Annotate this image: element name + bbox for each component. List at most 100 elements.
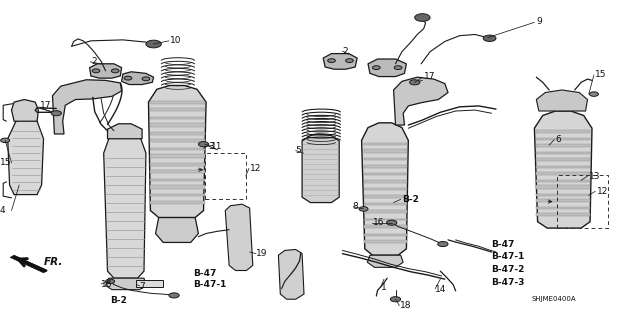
Text: 11: 11 xyxy=(211,142,223,151)
Text: B-47: B-47 xyxy=(492,240,515,249)
Text: 6: 6 xyxy=(556,135,561,144)
Polygon shape xyxy=(536,172,590,175)
Polygon shape xyxy=(364,165,407,168)
Polygon shape xyxy=(394,77,448,125)
Text: 12: 12 xyxy=(250,164,261,173)
Polygon shape xyxy=(150,170,205,173)
Polygon shape xyxy=(104,133,146,278)
Polygon shape xyxy=(108,124,142,139)
Text: 15: 15 xyxy=(0,158,12,167)
Circle shape xyxy=(111,69,119,73)
Polygon shape xyxy=(364,204,407,205)
Polygon shape xyxy=(150,123,205,127)
Polygon shape xyxy=(150,201,205,204)
Text: 3: 3 xyxy=(208,142,214,151)
Circle shape xyxy=(1,138,10,143)
Polygon shape xyxy=(536,180,590,182)
Circle shape xyxy=(146,40,161,48)
Text: B-2: B-2 xyxy=(402,195,419,204)
Polygon shape xyxy=(364,225,407,228)
Polygon shape xyxy=(150,179,205,181)
Polygon shape xyxy=(536,199,590,203)
Text: 7: 7 xyxy=(140,282,145,291)
Polygon shape xyxy=(364,189,407,190)
Polygon shape xyxy=(150,148,205,150)
Circle shape xyxy=(359,207,368,211)
Polygon shape xyxy=(8,119,44,195)
Polygon shape xyxy=(364,195,407,198)
FancyBboxPatch shape xyxy=(136,280,163,287)
Circle shape xyxy=(415,14,430,21)
Polygon shape xyxy=(368,59,406,77)
Polygon shape xyxy=(536,166,590,168)
Polygon shape xyxy=(536,213,590,216)
Polygon shape xyxy=(364,150,407,153)
Polygon shape xyxy=(536,194,590,196)
Text: 4: 4 xyxy=(0,206,6,215)
Circle shape xyxy=(589,92,598,96)
Polygon shape xyxy=(364,219,407,220)
Text: 18: 18 xyxy=(400,301,412,310)
Circle shape xyxy=(328,59,335,63)
Circle shape xyxy=(198,142,209,147)
Polygon shape xyxy=(536,90,588,111)
Polygon shape xyxy=(536,144,590,147)
Text: B-47-2: B-47-2 xyxy=(492,265,525,274)
Polygon shape xyxy=(148,85,206,218)
Text: 16: 16 xyxy=(101,280,113,289)
Text: 15: 15 xyxy=(595,70,607,78)
Polygon shape xyxy=(12,100,38,121)
Polygon shape xyxy=(278,249,304,299)
Polygon shape xyxy=(122,72,154,85)
Circle shape xyxy=(106,279,115,284)
Text: SHJME0400A: SHJME0400A xyxy=(531,296,576,302)
Text: B-2: B-2 xyxy=(110,296,127,305)
Polygon shape xyxy=(225,204,253,271)
Circle shape xyxy=(51,111,61,116)
Circle shape xyxy=(394,66,402,70)
Polygon shape xyxy=(150,154,205,158)
Text: 1: 1 xyxy=(381,283,387,292)
Circle shape xyxy=(346,59,353,63)
Polygon shape xyxy=(364,240,407,243)
Polygon shape xyxy=(150,101,205,104)
Polygon shape xyxy=(52,80,122,134)
Polygon shape xyxy=(150,139,205,142)
Circle shape xyxy=(169,293,179,298)
Text: 16: 16 xyxy=(372,218,384,227)
Polygon shape xyxy=(90,64,122,78)
Polygon shape xyxy=(536,158,590,161)
Polygon shape xyxy=(150,185,205,189)
Polygon shape xyxy=(367,255,403,267)
Text: FR.: FR. xyxy=(44,257,63,267)
Bar xyxy=(557,175,608,228)
Text: B-47-1: B-47-1 xyxy=(492,252,525,261)
Polygon shape xyxy=(362,123,408,255)
Polygon shape xyxy=(150,194,205,197)
Text: 17: 17 xyxy=(40,101,51,110)
Polygon shape xyxy=(156,218,198,242)
Polygon shape xyxy=(364,180,407,183)
Circle shape xyxy=(372,66,380,70)
Text: 13: 13 xyxy=(589,172,600,181)
Text: 14: 14 xyxy=(435,285,447,294)
Text: 10: 10 xyxy=(170,36,181,45)
Circle shape xyxy=(92,69,100,73)
Polygon shape xyxy=(364,234,407,235)
Polygon shape xyxy=(364,143,407,145)
Text: B-47: B-47 xyxy=(193,269,217,278)
Polygon shape xyxy=(150,132,205,135)
Text: 12: 12 xyxy=(596,187,608,196)
Text: 19: 19 xyxy=(256,249,268,258)
Polygon shape xyxy=(10,255,47,273)
Polygon shape xyxy=(150,108,205,111)
Polygon shape xyxy=(536,152,590,154)
Polygon shape xyxy=(150,117,205,119)
Circle shape xyxy=(387,220,397,225)
Circle shape xyxy=(142,77,150,81)
Text: B-47-3: B-47-3 xyxy=(492,278,525,287)
Polygon shape xyxy=(323,54,357,69)
Polygon shape xyxy=(536,138,590,140)
Polygon shape xyxy=(106,278,146,290)
Polygon shape xyxy=(534,111,592,228)
